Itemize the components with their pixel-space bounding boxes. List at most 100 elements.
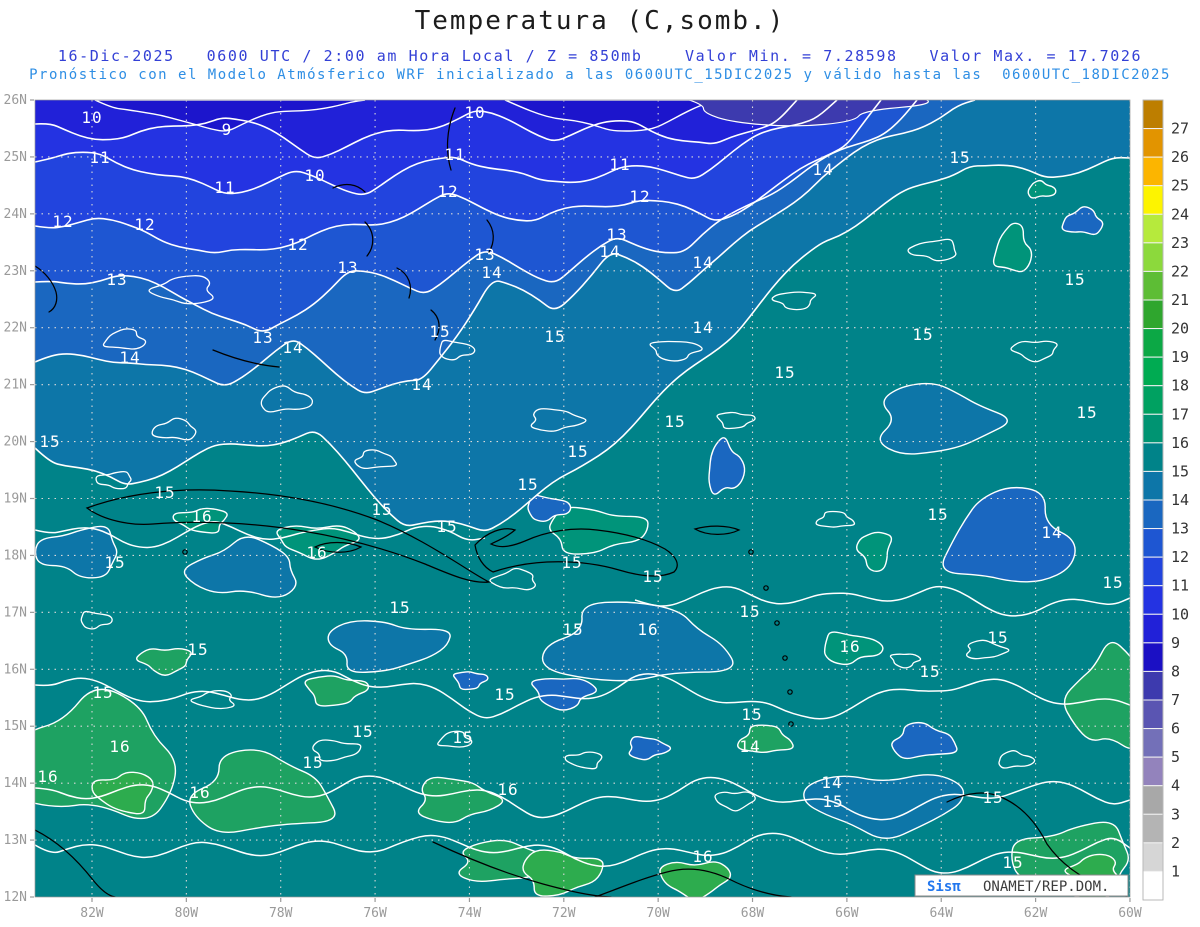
island	[782, 655, 788, 661]
contour-label: 16	[109, 737, 130, 756]
contour-loop	[190, 690, 235, 710]
contour-label: 10	[81, 108, 102, 127]
contour-loop	[489, 567, 536, 591]
colorbar-cell	[1142, 499, 1164, 530]
colorbar-tick-label: 11	[1171, 577, 1189, 595]
colorbar-frame	[1142, 99, 1164, 901]
lat-label: 26N	[4, 93, 27, 108]
contour-label: 11	[609, 155, 630, 174]
contour-label: 10	[464, 103, 485, 122]
contour-label: 12	[629, 187, 650, 206]
contour-line	[35, 832, 1130, 874]
coastline	[35, 829, 116, 897]
colorbar-tick-label: 4	[1171, 777, 1180, 795]
temperature-pocket	[527, 494, 572, 522]
temperature-pocket	[737, 724, 794, 754]
contour-label: 11	[214, 178, 235, 197]
temperature-pocket	[304, 675, 370, 707]
coastline	[432, 841, 612, 897]
colorbar-tick-label: 1	[1171, 862, 1180, 880]
contour-loop	[80, 610, 113, 630]
temperature-pocket	[942, 486, 1076, 583]
lat-label: 21N	[4, 378, 27, 393]
lon-label: 78W	[269, 906, 293, 921]
colorbar: 2726252423222120191817161514131211109876…	[1142, 99, 1189, 901]
map-frame	[34, 99, 1131, 898]
colorbar-tick-label: 6	[1171, 720, 1180, 738]
contour-loop	[95, 470, 132, 490]
contour-loop	[771, 291, 817, 311]
contour-loop	[102, 328, 147, 350]
contour-label: 12	[52, 212, 73, 231]
colorbar-cell	[1142, 870, 1164, 901]
temperature-pocket	[708, 437, 746, 495]
contour-label: 13	[474, 245, 495, 264]
colorbar-cell	[1142, 328, 1164, 358]
colorbar-cell	[1142, 642, 1164, 672]
coastline	[396, 267, 412, 299]
colorbar-tick-label: 24	[1171, 205, 1189, 223]
lon-label: 70W	[646, 906, 670, 921]
contour-label: 15	[429, 322, 450, 341]
contour-label: 15	[567, 442, 588, 461]
lat-label: 15N	[4, 719, 27, 734]
colorbar-cell	[1142, 99, 1164, 130]
colorbar-cell	[1142, 756, 1164, 787]
contour-label: 12	[437, 182, 458, 201]
contour-label: 16	[839, 637, 860, 656]
contour-loop	[649, 340, 703, 362]
contour-label: 15	[912, 325, 933, 344]
contour-line	[35, 100, 918, 332]
contour-label: 16	[692, 847, 713, 866]
lon-label: 62W	[1024, 906, 1048, 921]
lat-label: 24N	[4, 207, 27, 222]
contour-loop	[889, 653, 922, 669]
contour-line	[35, 521, 486, 549]
coastline	[594, 868, 792, 897]
temperature-pocket	[452, 671, 489, 691]
contour-loop	[260, 385, 314, 413]
contour-line	[35, 100, 976, 394]
contour-label: 15	[187, 640, 208, 659]
contour-label: 13	[337, 258, 358, 277]
lat-label: 18N	[4, 548, 27, 563]
contour-loop	[312, 739, 362, 762]
colorbar-cell	[1142, 585, 1164, 615]
contour-label: 13	[106, 270, 127, 289]
contour-label: 15	[739, 602, 760, 621]
contour-loop	[354, 449, 398, 470]
lat-label: 16N	[4, 662, 27, 677]
colorbar-tick-label: 16	[1171, 434, 1189, 452]
colorbar-cell	[1142, 470, 1164, 501]
colorbar-cell	[1142, 356, 1164, 387]
colorbar-cell	[1142, 699, 1164, 730]
colorbar-cell	[1142, 185, 1164, 215]
colorbar-cell	[1142, 528, 1164, 558]
contour-line	[35, 100, 882, 254]
contour-label: 16	[191, 507, 212, 526]
temperature-pocket	[992, 222, 1033, 273]
contour-loop	[151, 417, 197, 441]
coastline	[313, 541, 363, 553]
lat-label: 23N	[4, 264, 27, 279]
contour-label: 13	[606, 225, 627, 244]
island	[774, 620, 780, 626]
contour-label: 15	[104, 553, 125, 572]
contour-label: 15	[927, 505, 948, 524]
lon-label: 72W	[552, 906, 576, 921]
lon-label: 66W	[835, 906, 859, 921]
colorbar-tick-label: 20	[1171, 320, 1189, 338]
coastline	[474, 528, 678, 577]
contour-loop	[1010, 340, 1058, 363]
contour-label: 15	[154, 483, 175, 502]
lon-label: 76W	[363, 906, 387, 921]
colorbar-cell	[1142, 785, 1164, 815]
contour-label: 10	[304, 166, 325, 185]
contour-label: 16	[497, 780, 518, 799]
contour-loop	[907, 238, 957, 262]
contour-loop	[530, 408, 587, 432]
colorbar-cell	[1142, 213, 1164, 244]
colorbar-tick-label: 26	[1171, 148, 1189, 166]
lat-label: 19N	[4, 492, 27, 507]
